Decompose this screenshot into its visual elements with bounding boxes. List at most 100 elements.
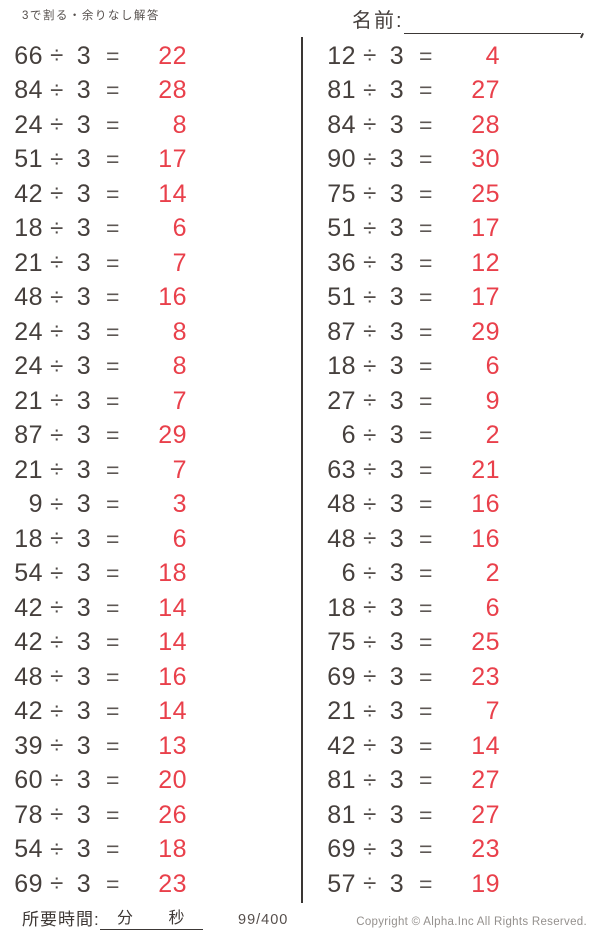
equals-sign: = (106, 42, 120, 69)
equals-sign: = (106, 732, 120, 759)
division-sign: ÷ (50, 249, 64, 277)
problem-dividend: 6 (341, 559, 356, 588)
problem-answer: 28 (158, 76, 187, 105)
problem-row: 6 ÷ 3 = 2 (320, 419, 502, 454)
equals-sign: = (419, 77, 433, 104)
division-sign: ÷ (50, 421, 64, 449)
division-sign: ÷ (50, 214, 64, 242)
equals-sign: = (106, 387, 120, 414)
problem-answer: 6 (485, 352, 500, 381)
problem-dividend: 21 (14, 386, 43, 415)
problem-row: 57 ÷ 3 = 19 (320, 867, 502, 902)
equals-sign: = (106, 456, 120, 483)
problem-answer: 7 (485, 697, 500, 726)
division-sign: ÷ (363, 387, 377, 415)
problem-divisor: 3 (76, 455, 92, 484)
problem-dividend: 78 (14, 800, 43, 829)
division-sign: ÷ (363, 801, 377, 829)
equals-sign: = (419, 491, 433, 518)
problem-dividend: 6 (341, 421, 356, 450)
problem-row: 42 ÷ 3 = 14 (7, 591, 189, 626)
problem-divisor: 3 (76, 559, 92, 588)
problem-dividend: 75 (327, 628, 356, 657)
equals-sign: = (106, 180, 120, 207)
problem-row: 69 ÷ 3 = 23 (320, 833, 502, 868)
problem-row: 90 ÷ 3 = 30 (320, 143, 502, 178)
problem-row: 27 ÷ 3 = 9 (320, 384, 502, 419)
problem-answer: 23 (158, 869, 187, 898)
problem-dividend: 54 (14, 835, 43, 864)
equals-sign: = (419, 422, 433, 449)
problem-row: 48 ÷ 3 = 16 (320, 522, 502, 557)
equals-sign: = (419, 870, 433, 897)
equals-sign: = (106, 663, 120, 690)
problem-dividend: 54 (14, 559, 43, 588)
problem-row: 42 ÷ 3 = 14 (7, 626, 189, 661)
problem-answer: 23 (471, 662, 500, 691)
problem-dividend: 42 (14, 593, 43, 622)
problem-dividend: 18 (14, 524, 43, 553)
equals-sign: = (106, 146, 120, 173)
problem-dividend: 21 (14, 248, 43, 277)
division-sign: ÷ (363, 180, 377, 208)
problem-dividend: 42 (14, 179, 43, 208)
problem-row: 51 ÷ 3 = 17 (320, 281, 502, 316)
problem-row: 24 ÷ 3 = 8 (7, 108, 189, 143)
problem-divisor: 3 (389, 145, 405, 174)
division-sign: ÷ (50, 801, 64, 829)
problem-divisor: 3 (76, 800, 92, 829)
division-sign: ÷ (50, 663, 64, 691)
problem-divisor: 3 (389, 110, 405, 139)
problem-divisor: 3 (389, 352, 405, 381)
problem-answer: 26 (158, 800, 187, 829)
problem-divisor: 3 (76, 317, 92, 346)
problem-row: 51 ÷ 3 = 17 (320, 212, 502, 247)
problem-row: 9 ÷ 3 = 3 (7, 488, 189, 523)
name-label: 名前: (352, 10, 404, 32)
problem-divisor: 3 (389, 317, 405, 346)
division-sign: ÷ (363, 628, 377, 656)
problem-answer: 14 (158, 628, 187, 657)
problem-divisor: 3 (76, 731, 92, 760)
equals-sign: = (106, 249, 120, 276)
problem-row: 81 ÷ 3 = 27 (320, 74, 502, 109)
division-sign: ÷ (50, 766, 64, 794)
problem-dividend: 24 (14, 352, 43, 381)
division-sign: ÷ (363, 145, 377, 173)
equals-sign: = (106, 594, 120, 621)
equals-sign: = (419, 629, 433, 656)
problem-row: 84 ÷ 3 = 28 (320, 108, 502, 143)
problems-column-right: 12 ÷ 3 = 4 81 ÷ 3 = 27 84 ÷ 3 = 28 90 ÷ 3 = 30 75 ÷ 3 = 25 51 ÷ 3 = 1… (320, 39, 502, 902)
problem-dividend: 75 (327, 179, 356, 208)
problem-row: 12 ÷ 3 = 4 (320, 39, 502, 74)
problem-row: 54 ÷ 3 = 18 (7, 833, 189, 868)
problem-dividend: 69 (327, 835, 356, 864)
problem-answer: 16 (471, 490, 500, 519)
problem-answer: 6 (172, 524, 187, 553)
equals-sign: = (419, 111, 433, 138)
equals-sign: = (419, 353, 433, 380)
equals-sign: = (419, 801, 433, 828)
division-sign: ÷ (363, 697, 377, 725)
problem-answer: 7 (172, 248, 187, 277)
problem-dividend: 39 (14, 731, 43, 760)
division-sign: ÷ (50, 42, 64, 70)
division-sign: ÷ (50, 559, 64, 587)
problem-dividend: 24 (14, 110, 43, 139)
problem-dividend: 18 (327, 593, 356, 622)
problem-dividend: 51 (327, 283, 356, 312)
division-sign: ÷ (50, 111, 64, 139)
problem-divisor: 3 (389, 869, 405, 898)
worksheet-title: 3で割る・余りなし解答 (22, 10, 160, 22)
division-sign: ÷ (363, 421, 377, 449)
division-sign: ÷ (363, 732, 377, 760)
division-sign: ÷ (363, 42, 377, 70)
equals-sign: = (106, 870, 120, 897)
division-sign: ÷ (50, 387, 64, 415)
problem-answer: 28 (471, 110, 500, 139)
problem-answer: 4 (485, 41, 500, 70)
minutes-label: 分 (116, 910, 134, 927)
problem-divisor: 3 (389, 490, 405, 519)
page-number: 99/400 (238, 912, 289, 928)
problem-row: 48 ÷ 3 = 16 (7, 660, 189, 695)
